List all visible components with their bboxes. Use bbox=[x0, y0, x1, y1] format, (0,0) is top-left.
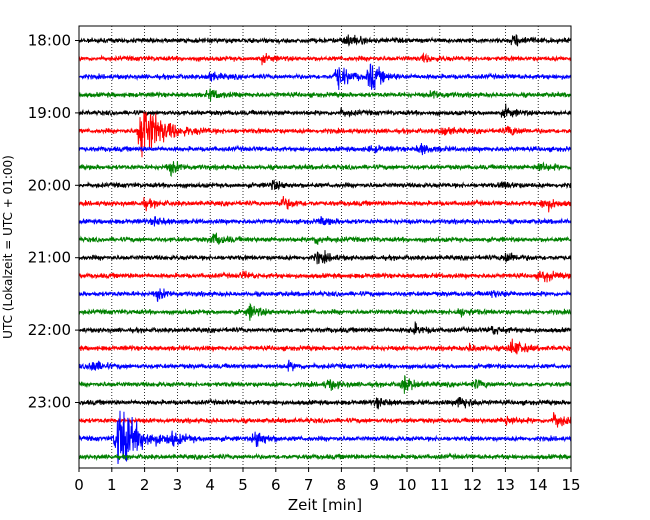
trace-2145 bbox=[78, 302, 572, 321]
trace-2130 bbox=[78, 288, 572, 302]
x-tick-label: 2 bbox=[140, 476, 150, 494]
trace-1930 bbox=[78, 142, 572, 156]
trace-1815 bbox=[78, 52, 572, 66]
trace-1830 bbox=[78, 63, 572, 90]
trace-1945 bbox=[78, 161, 572, 178]
x-tick-label: 3 bbox=[173, 476, 183, 494]
x-tick-label: 6 bbox=[271, 476, 281, 494]
trace-2000 bbox=[78, 179, 572, 191]
trace-2115 bbox=[78, 270, 572, 283]
x-tick-label: 7 bbox=[304, 476, 314, 494]
y-tick-label: 21:00 bbox=[28, 249, 71, 267]
y-axis: 18:00 19:00 20:00 21:00 22:00 23:00 bbox=[28, 32, 79, 412]
x-tick-label: 0 bbox=[74, 476, 84, 494]
trace-2015 bbox=[78, 196, 572, 213]
trace-2215 bbox=[78, 338, 572, 355]
x-tick-label: 5 bbox=[238, 476, 248, 494]
trace-2345 bbox=[78, 452, 572, 462]
trace-2245 bbox=[78, 375, 572, 394]
x-tick-label: 4 bbox=[205, 476, 215, 494]
y-tick-label: 18:00 bbox=[28, 32, 71, 50]
plot-frame bbox=[79, 26, 571, 468]
trace-2100 bbox=[78, 250, 572, 265]
x-tick-label: 14 bbox=[529, 476, 548, 494]
trace-2230 bbox=[78, 359, 572, 372]
trace-1900 bbox=[78, 103, 572, 119]
trace-2045 bbox=[78, 232, 572, 245]
y-tick-label: 22:00 bbox=[28, 321, 71, 339]
x-tick-label: 15 bbox=[561, 476, 580, 494]
x-tick-label: 10 bbox=[397, 476, 416, 494]
trace-2200 bbox=[78, 321, 572, 335]
y-tick-label: 20:00 bbox=[28, 176, 71, 194]
trace-layer bbox=[78, 34, 572, 464]
x-tick-label: 12 bbox=[463, 476, 482, 494]
trace-2315 bbox=[78, 412, 572, 428]
x-tick-label: 1 bbox=[107, 476, 117, 494]
trace-2300 bbox=[78, 397, 572, 410]
x-tick-label: 9 bbox=[369, 476, 379, 494]
y-tick-label: 19:00 bbox=[28, 104, 71, 122]
x-axis-label: Zeit [min] bbox=[288, 496, 362, 514]
x-tick-label: 11 bbox=[430, 476, 449, 494]
trace-2030 bbox=[78, 216, 572, 227]
trace-1915 bbox=[78, 112, 572, 158]
x-tick-label: 13 bbox=[496, 476, 515, 494]
y-axis-label: UTC (Lokalzeit = UTC + 01:00) bbox=[1, 155, 15, 339]
y-tick-label: 23:00 bbox=[28, 394, 71, 412]
plot-border bbox=[78, 25, 572, 469]
trace-1800 bbox=[78, 34, 572, 47]
trace-2330 bbox=[78, 410, 572, 464]
x-axis: 0 1 2 3 4 5 6 7 8 9 10 11 12 13 14 15 bbox=[74, 468, 581, 494]
x-tick-label: 8 bbox=[337, 476, 347, 494]
trace-1845 bbox=[78, 88, 572, 102]
